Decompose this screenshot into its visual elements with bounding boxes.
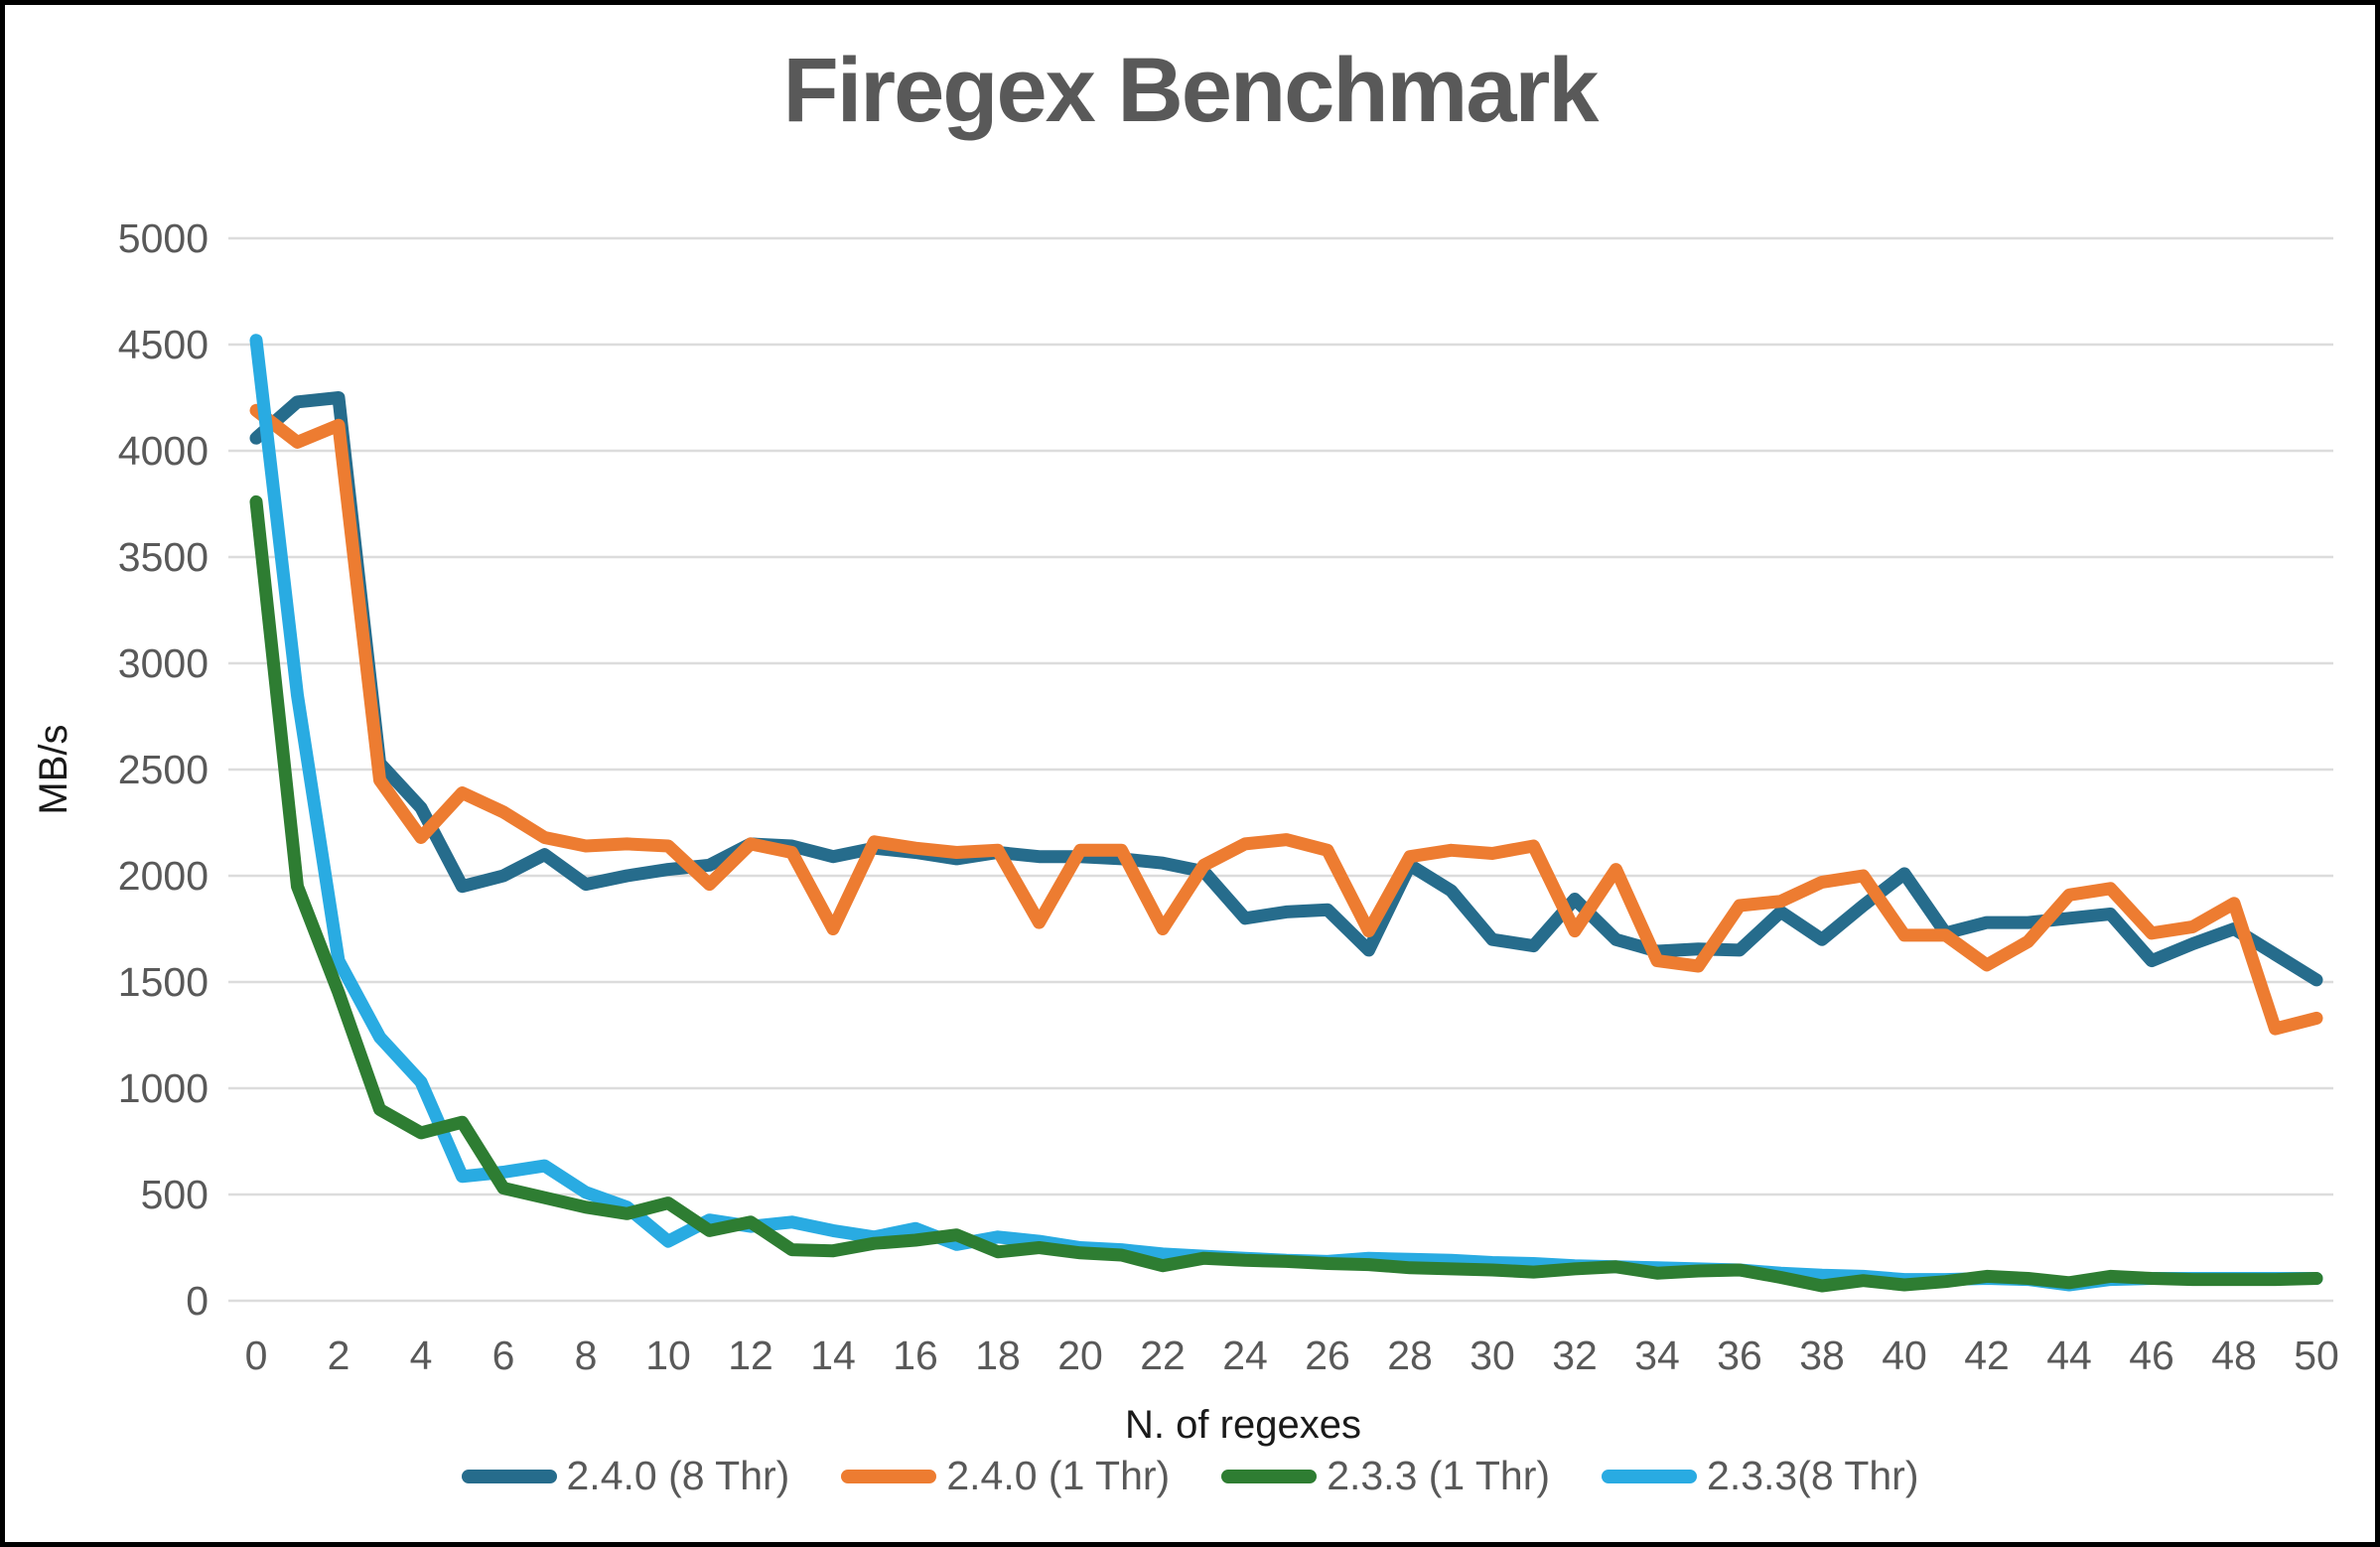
svg-text:12: 12 (728, 1333, 773, 1378)
svg-text:16: 16 (893, 1333, 938, 1378)
svg-text:2: 2 (328, 1333, 350, 1378)
legend-label: 2.3.3 (1 Thr) (1327, 1453, 1551, 1498)
svg-text:5000: 5000 (118, 215, 209, 261)
svg-text:22: 22 (1140, 1333, 1186, 1378)
svg-text:4500: 4500 (118, 322, 209, 367)
svg-text:500: 500 (141, 1172, 209, 1217)
svg-text:14: 14 (810, 1333, 856, 1378)
svg-text:32: 32 (1552, 1333, 1598, 1378)
legend-line-swatch-cyan (1602, 1469, 1698, 1483)
svg-text:34: 34 (1634, 1333, 1680, 1378)
gridlines (228, 236, 2333, 1303)
legend-label: 2.3.3(8 Thr) (1707, 1453, 1919, 1498)
legend-label: 2.4.0 (8 Thr) (566, 1453, 790, 1498)
legend-line-swatch-green (1221, 1469, 1318, 1483)
y-axis-title: MB/s (32, 724, 75, 814)
svg-text:2500: 2500 (118, 747, 209, 792)
svg-text:6: 6 (492, 1333, 515, 1378)
svg-text:1500: 1500 (118, 959, 209, 1005)
y-axis-tick-labels: 0 500 1000 1500 2000 2500 3000 3500 4000 4500 5000 (118, 215, 209, 1324)
chart-title: Firegex Benchmark (782, 40, 1600, 141)
svg-text:18: 18 (975, 1333, 1021, 1378)
legend-entry: 2.4.0 (1 Thr) (841, 1453, 1170, 1499)
svg-text:4000: 4000 (118, 428, 209, 474)
svg-text:3000: 3000 (118, 640, 209, 686)
legend-entry: 2.4.0 (8 Thr) (461, 1453, 790, 1499)
svg-text:50: 50 (2294, 1333, 2339, 1378)
svg-text:2000: 2000 (118, 853, 209, 899)
svg-text:8: 8 (575, 1333, 598, 1378)
svg-text:24: 24 (1222, 1333, 1268, 1378)
svg-text:38: 38 (1799, 1333, 1845, 1378)
legend-line-swatch-teal (461, 1469, 557, 1483)
legend-entry: 2.3.3 (1 Thr) (1221, 1453, 1550, 1499)
svg-text:30: 30 (1470, 1333, 1515, 1378)
line-chart-plot-area: 0500100015002000250030003500400045005000… (32, 215, 2339, 1447)
svg-text:0: 0 (245, 1333, 268, 1378)
svg-text:10: 10 (645, 1333, 691, 1378)
chart-legend: 2.4.0 (8 Thr) 2.4.0 (1 Thr) 2.3.3 (1 Thr… (5, 1453, 2375, 1499)
svg-text:46: 46 (2129, 1333, 2174, 1378)
svg-text:42: 42 (1964, 1333, 2010, 1378)
svg-text:26: 26 (1305, 1333, 1350, 1378)
svg-text:44: 44 (2046, 1333, 2092, 1378)
svg-text:20: 20 (1057, 1333, 1103, 1378)
svg-text:4: 4 (410, 1333, 433, 1378)
svg-text:1000: 1000 (118, 1065, 209, 1111)
legend-line-swatch-orange (841, 1469, 937, 1483)
legend-entry: 2.3.3(8 Thr) (1602, 1453, 1918, 1499)
svg-text:36: 36 (1717, 1333, 1762, 1378)
x-axis-tick-labels: 0 2 4 6 8 10 12 14 16 18 20 22 24 26 28 30 32 34 36 38 40 42 4… (245, 1333, 2339, 1378)
svg-text:40: 40 (1882, 1333, 1927, 1378)
svg-text:48: 48 (2211, 1333, 2257, 1378)
data-series-lines (249, 334, 2323, 1293)
svg-text:3500: 3500 (118, 534, 209, 580)
svg-text:0: 0 (186, 1278, 209, 1324)
x-axis-title: N. of regexes (1125, 1403, 1361, 1447)
svg-text:28: 28 (1387, 1333, 1433, 1378)
legend-label: 2.4.0 (1 Thr) (946, 1453, 1171, 1498)
